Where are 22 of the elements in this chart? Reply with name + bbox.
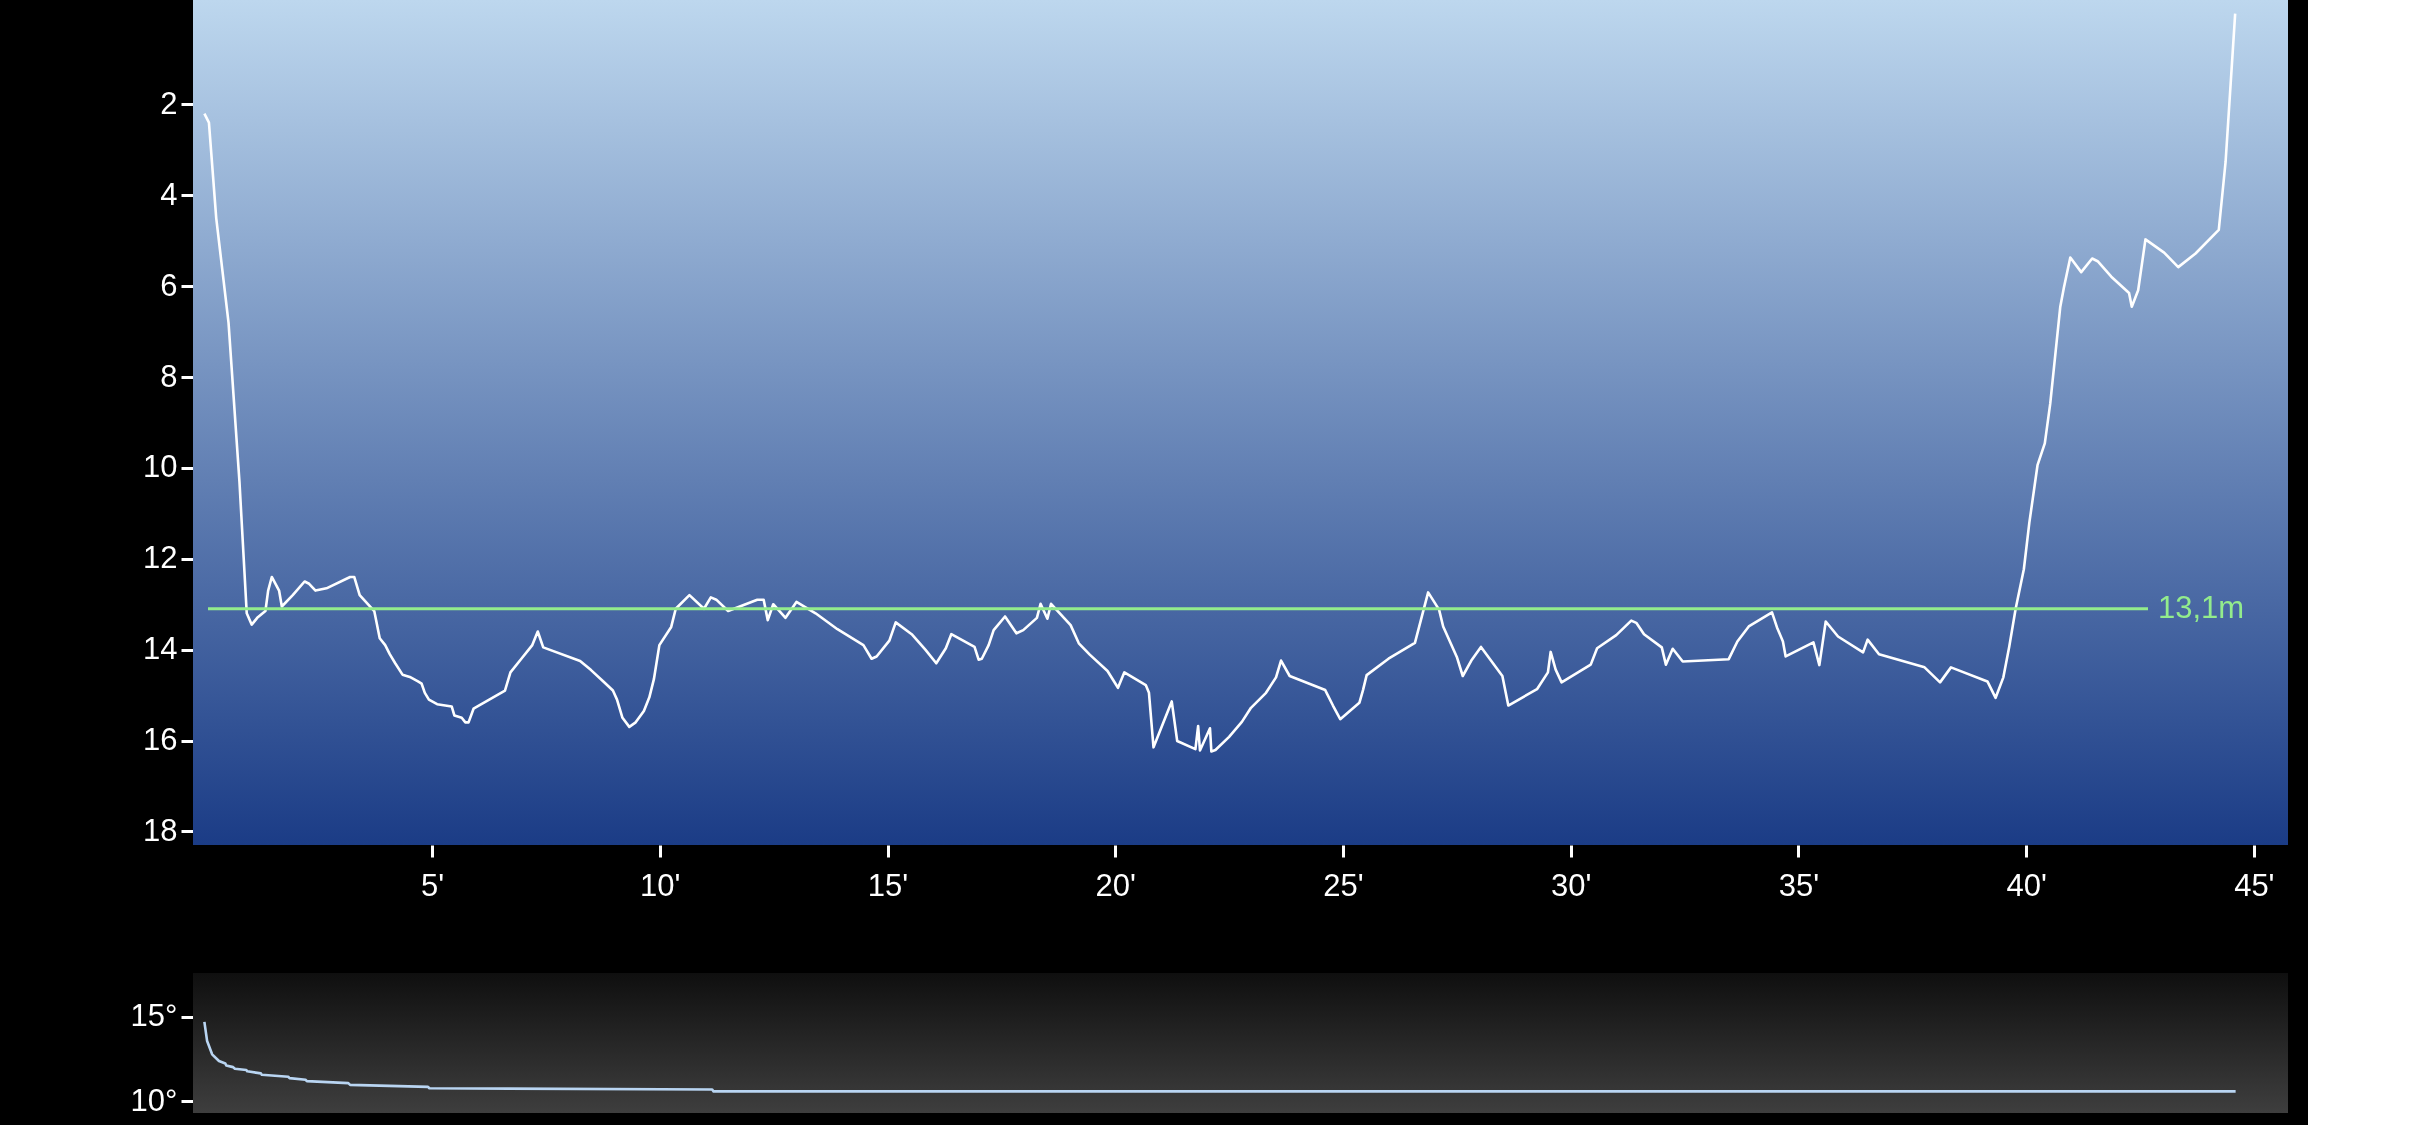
y-tick-label: 12 xyxy=(143,540,178,576)
y-tick-label: 10 xyxy=(143,449,178,485)
line-series xyxy=(203,1020,2237,1093)
x-tick-label: 45' xyxy=(2234,867,2275,903)
y-tick-label: 18 xyxy=(143,812,178,848)
x-tick-label: 20' xyxy=(1095,867,1136,903)
y-tick-label: 2 xyxy=(160,85,178,121)
x-tick-label: 30' xyxy=(1550,867,1592,903)
x-tick-label: 35' xyxy=(1778,867,1820,903)
y-tick-label: 16 xyxy=(143,722,178,758)
ref-line-label: 13,1m xyxy=(2158,589,2245,625)
y-tick-label: 6 xyxy=(160,267,178,303)
x-tick-label: 15' xyxy=(867,867,909,903)
y-tick-label: 10° xyxy=(130,1082,178,1118)
y-tick-label: 4 xyxy=(160,176,178,212)
x-tick-label: 5' xyxy=(421,867,445,903)
x-tick-label: 40' xyxy=(2006,867,2047,903)
y-tick-label: 14 xyxy=(143,631,178,667)
y-tick-label: 8 xyxy=(160,358,178,394)
x-tick-label: 10' xyxy=(640,867,681,903)
x-tick-label: 25' xyxy=(1323,867,1364,903)
y-tick-label: 15° xyxy=(130,998,178,1034)
